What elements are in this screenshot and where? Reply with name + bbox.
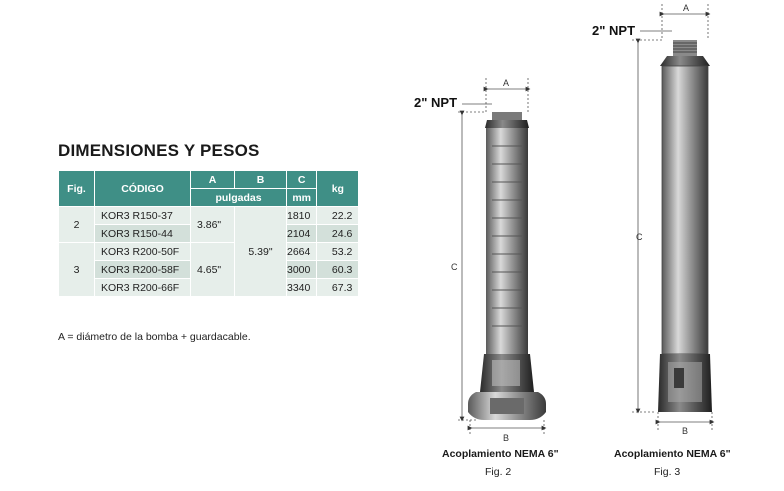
cell-codigo: KOR3 R150-37 xyxy=(94,206,191,225)
fig3-pump-drawing xyxy=(658,40,712,412)
cell-codigo: KOR3 R200-50F xyxy=(94,242,191,261)
fig2-discharge xyxy=(492,112,522,120)
fig2-dim-a-label: A xyxy=(503,78,509,88)
cell-a: 3.86" xyxy=(190,206,235,243)
fig2-pump-drawing xyxy=(468,112,546,420)
dimensions-table: Fig. CÓDIGO A B C kg pulgadas mm 2 KOR3 … xyxy=(58,170,360,297)
fig3-npt-label: 2" NPT xyxy=(592,23,635,38)
header-kg: kg xyxy=(316,170,360,207)
cell-codigo: KOR3 R150-44 xyxy=(94,224,191,243)
cell-b: 5.39" xyxy=(234,206,287,297)
header-c: C xyxy=(285,170,318,189)
header-codigo: CÓDIGO xyxy=(94,170,191,207)
cell-codigo: KOR3 R200-66F xyxy=(94,278,191,297)
cell-kg: 67.3 xyxy=(316,278,360,297)
fig2-pump-body xyxy=(486,128,528,354)
cell-kg: 53.2 xyxy=(316,242,360,261)
footnote: A = diámetro de la bomba + guardacable. xyxy=(58,331,251,343)
cell-c: 2104 xyxy=(285,224,318,243)
fig3-caption: Acoplamiento NEMA 6" xyxy=(614,448,731,460)
fig3-number: Fig. 3 xyxy=(654,466,681,478)
fig2-dim-c-label: C xyxy=(451,262,458,272)
cell-kg: 24.6 xyxy=(316,224,360,243)
fig2-npt-label: 2" NPT xyxy=(414,95,457,110)
cell-kg: 22.2 xyxy=(316,206,360,225)
header-pulgadas: pulgadas xyxy=(190,188,287,207)
fig2-dim-b-label: B xyxy=(503,433,509,443)
cell-c: 2664 xyxy=(285,242,318,261)
fig3-pump-body xyxy=(662,66,708,354)
fig3-dim-b-label: B xyxy=(682,426,688,436)
header-b: B xyxy=(234,170,287,189)
fig3-discharge xyxy=(673,40,697,56)
section-title: DIMENSIONES Y PESOS xyxy=(58,141,260,160)
cell-c: 1810 xyxy=(285,206,318,225)
fig3-dim-a-label: A xyxy=(683,3,689,13)
cell-a: 4.65" xyxy=(190,242,235,297)
fig2-number: Fig. 2 xyxy=(485,466,512,478)
fig2-caption: Acoplamiento NEMA 6" xyxy=(442,448,559,460)
cell-c: 3340 xyxy=(285,278,318,297)
fig3-dim-c-label: C xyxy=(636,232,643,242)
header-mm: mm xyxy=(285,188,318,207)
